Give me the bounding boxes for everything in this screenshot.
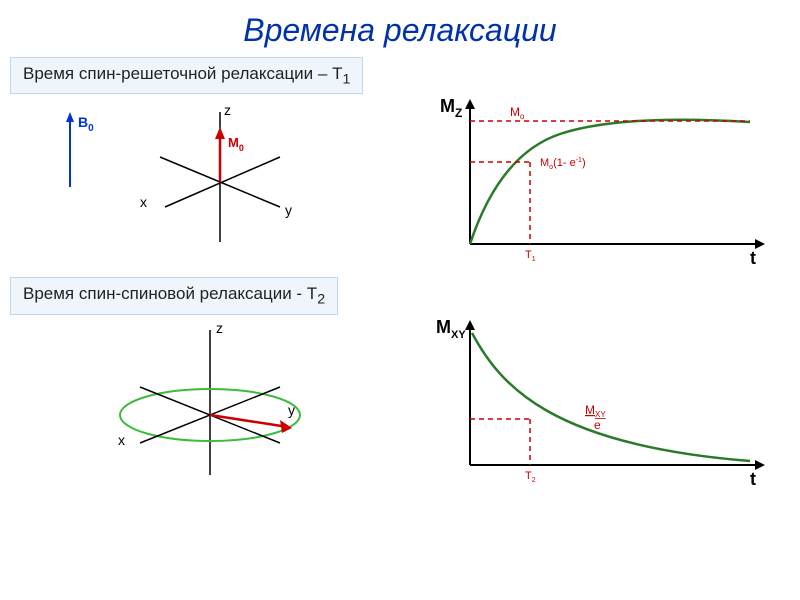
subtitle-t1-text: Время спин-решеточной релаксации – Т (23, 64, 342, 83)
axes-panel-t2: z x y (20, 315, 360, 495)
chart-panel-t1: MZ t Mo Mo(1- e-1) T1 (430, 94, 780, 269)
axes-svg-t2: z x y (20, 315, 360, 495)
subtitle-t2-text: Время спин-спиновой релаксации - Т (23, 284, 317, 303)
m0-label-1: M (228, 135, 239, 150)
svg-text:M0: M0 (228, 135, 244, 153)
mxy-label: M (436, 317, 451, 337)
svg-text:Mo(1- e-1): Mo(1- e-1) (540, 157, 586, 171)
page-title: Времена релаксации (0, 0, 800, 49)
svg-text:MZ: MZ (440, 96, 462, 120)
m0-asym: M (510, 105, 520, 119)
t-label-1: t (750, 248, 756, 268)
eq-m: M (540, 157, 549, 169)
svg-text:MXY: MXY (585, 403, 606, 419)
t2-mark-sub: 2 (532, 477, 536, 484)
chart-svg-t2: MXY t MXY e T2 (430, 315, 780, 495)
x-label-2: x (118, 432, 125, 448)
y-label-2: y (288, 402, 295, 418)
subtitle-t2-sub: 2 (317, 292, 325, 308)
subtitle-t1: Время спин-решеточной релаксации – Т1 (10, 57, 363, 94)
svg-text:T2: T2 (525, 470, 536, 484)
svg-text:T1: T1 (525, 249, 536, 263)
m0-asym-sub: o (520, 112, 525, 121)
subtitle-t2: Время спин-спиновой релаксации - Т2 (10, 277, 338, 314)
svg-text:MXY: MXY (436, 317, 466, 341)
z-label-2: z (216, 320, 223, 336)
eq-rest: (1- e (553, 157, 576, 169)
svg-text:B0: B0 (78, 114, 94, 134)
mxy-sub: XY (451, 329, 466, 341)
subtitle-t1-sub: 1 (342, 71, 350, 87)
y-label-1: y (285, 202, 292, 218)
mz-sub: Z (455, 106, 462, 120)
z-label-1: z (224, 102, 231, 118)
eq2-num: M (585, 403, 595, 417)
b0-sub: 0 (88, 123, 94, 134)
mz-label: M (440, 96, 455, 116)
axes-panel-t1: B0 z x y M0 (20, 97, 360, 267)
t1-curve (470, 120, 750, 244)
t1-mark-sub: 1 (532, 256, 536, 263)
eq2-den: e (594, 418, 601, 432)
t2-curve (472, 333, 750, 461)
b0-label: B (78, 114, 88, 130)
chart-panel-t2: MXY t MXY e T2 (430, 315, 780, 495)
mxy-vector (210, 415, 288, 427)
axes-svg-t1: B0 z x y M0 (20, 97, 360, 267)
svg-text:Mo: Mo (510, 105, 525, 121)
t-label-2: t (750, 469, 756, 489)
m0-sub-1: 0 (239, 143, 244, 153)
x-label-1: x (140, 194, 147, 210)
eq-end: ) (582, 157, 586, 169)
chart-svg-t1: MZ t Mo Mo(1- e-1) T1 (430, 94, 780, 269)
